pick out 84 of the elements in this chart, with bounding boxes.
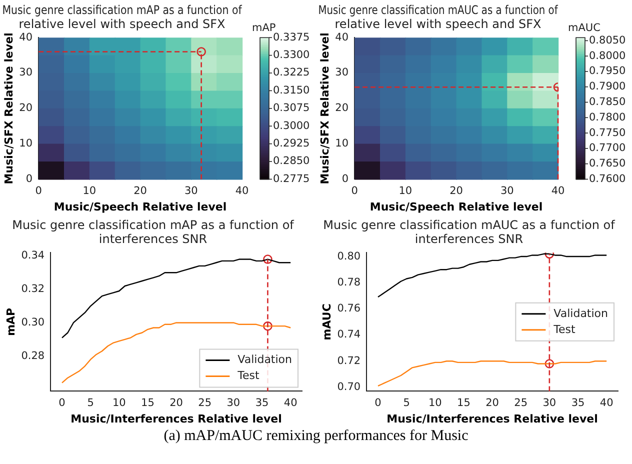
text: (a) mAP/mAUC remixing performances for Music [162, 428, 470, 445]
x-tick-label: 10 [428, 397, 442, 410]
x-tick-label: 25 [198, 397, 212, 410]
chart-title: Music genre classification mAUC as a function of relative level with speech and SFX [318, 3, 559, 31]
x-tick-label: 5 [87, 397, 94, 410]
legend-label: Validation [238, 353, 292, 366]
color-bar-label: 0.3000 [273, 120, 310, 132]
color-bar-label: 0.7800 [589, 111, 626, 124]
x-tick-label: 20 [486, 397, 499, 410]
x-tick-label: 40 [235, 185, 249, 198]
y-tick-label: 0.72 [337, 354, 361, 367]
color-bar-label: 0.7750 [589, 126, 626, 139]
y-tick-label: 40 [19, 31, 33, 44]
y-tick-label: 10 [335, 138, 349, 150]
y-tick-label: 20 [335, 102, 349, 114]
y-tick-label: 0.34 [21, 250, 45, 262]
y-axis-title: Music/SFX Relative level [318, 32, 332, 184]
y-axis-title: mAP [4, 308, 18, 336]
x-tick-label: 35 [571, 397, 585, 410]
x-tick-label: 15 [141, 397, 154, 410]
x-tick-label: 0 [58, 397, 66, 410]
y-tick-label: 30 [335, 66, 349, 79]
color-bar-label: 0.3225 [273, 66, 310, 79]
y-tick-label: 0.30 [21, 316, 45, 328]
color-bar-label: 0.7850 [589, 96, 626, 108]
chart-title: Music genre classification mAUC as a function of interferences SNR [323, 218, 616, 246]
color-bar-label: 0.2850 [273, 155, 310, 168]
y-tick-label: 40 [335, 31, 349, 44]
y-axis-title: mAUC [320, 304, 334, 340]
color-bar-title: mAUC [568, 22, 600, 34]
y-tick-label: 0 [26, 172, 33, 185]
x-axis-title: Music/Speech Relative level [54, 200, 227, 214]
y-tick-label: 0.80 [337, 250, 361, 262]
x-tick-label: 10 [82, 185, 96, 198]
color-bar-label: 0.2925 [273, 138, 310, 150]
x-tick-label: 25 [514, 397, 528, 410]
y-tick-label: 0.70 [337, 381, 361, 394]
x-tick-label: 0 [374, 397, 382, 410]
y-axis-title: Music/SFX Relative level [2, 32, 16, 184]
legend-label: Test [236, 369, 260, 382]
y-tick-label: 0 [342, 172, 349, 185]
y-tick-label: 0.28 [21, 350, 45, 362]
legend-label: Test [552, 322, 576, 336]
color-bar-label: 0.7600 [589, 172, 626, 185]
x-axis-title: Music/Interferences Relative level [386, 412, 598, 426]
x-tick-label: 20 [170, 397, 183, 410]
x-tick-label: 30 [226, 397, 240, 410]
x-tick-label: 40 [284, 397, 298, 410]
x-tick-label: 30 [500, 185, 514, 198]
color-bar-label: 0.7950 [589, 65, 626, 78]
y-tick-label: 10 [19, 138, 33, 150]
y-tick-label: 20 [19, 102, 33, 114]
color-bar-label: 0.3075 [273, 102, 310, 114]
color-bar-title: mAP [252, 22, 276, 34]
color-bar-label: 0.3375 [273, 31, 310, 44]
x-tick-label: 30 [542, 397, 556, 410]
x-tick-label: 40 [600, 397, 614, 410]
chart-title: Music genre classification mAP as a function of interferences SNR [12, 218, 295, 246]
y-tick-label: 0.74 [337, 328, 361, 341]
color-bar-label: 0.7650 [589, 158, 626, 170]
x-tick-label: 10 [398, 185, 412, 198]
y-tick-label: 0.78 [337, 276, 361, 288]
x-axis-title: Music/Speech Relative level [370, 200, 543, 214]
color-bar-label: 0.8050 [589, 34, 626, 46]
x-tick-label: 35 [255, 397, 269, 410]
x-tick-label: 10 [112, 397, 126, 410]
color-bar-label: 0.7900 [589, 80, 626, 93]
x-tick-label: 5 [403, 397, 410, 410]
x-tick-label: 40 [551, 185, 565, 198]
chart-title: Music genre classification mAP as a function of relative level with speech and SFX [2, 3, 243, 31]
color-bar-label: 0.8000 [589, 50, 626, 62]
color-bar-label: 0.2775 [273, 172, 310, 185]
x-tick-label: 20 [134, 185, 147, 198]
y-tick-label: 0.32 [21, 283, 45, 296]
x-axis-title: Music/Interferences Relative level [70, 412, 282, 426]
legend-label: Validation [554, 306, 608, 320]
x-tick-label: 30 [184, 185, 198, 198]
color-bar-label: 0.3150 [273, 84, 310, 96]
color-bar-label: 0.3300 [273, 49, 310, 62]
x-tick-label: 20 [450, 185, 463, 198]
y-tick-label: 0.76 [337, 302, 361, 315]
color-bar-label: 0.7700 [589, 142, 626, 154]
y-tick-label: 30 [19, 66, 33, 79]
x-tick-label: 15 [457, 397, 470, 410]
